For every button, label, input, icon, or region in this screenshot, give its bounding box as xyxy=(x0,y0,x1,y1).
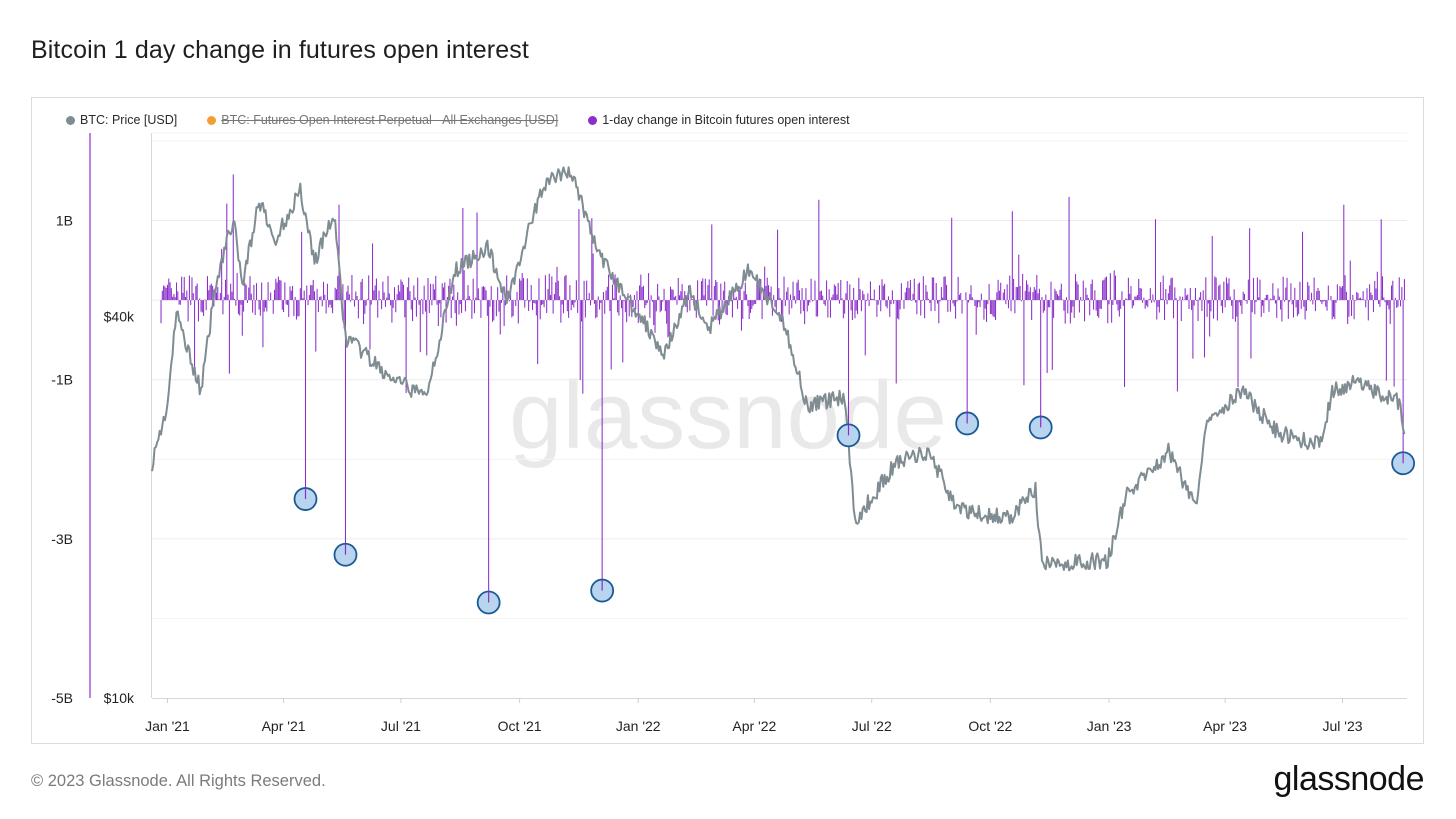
legend-dot-oi-change xyxy=(588,115,598,125)
oi-change-bars xyxy=(160,174,1405,603)
y-left-tick-label: -5B xyxy=(51,690,73,706)
legend-item-price[interactable]: BTC: Price [USD] xyxy=(66,113,177,127)
watermark-text: glassnode xyxy=(509,362,947,469)
glassnode-logo[interactable]: glassnode xyxy=(1273,760,1424,798)
x-tick-label: Jul '22 xyxy=(852,718,892,734)
x-tick-label: Apr '21 xyxy=(262,718,306,734)
legend-label-price: BTC: Price [USD] xyxy=(80,113,178,127)
y-right-tick-label: $10k xyxy=(104,690,135,706)
legend-dot-price xyxy=(66,115,75,125)
y-left-tick-label: -3B xyxy=(51,531,73,547)
x-tick-label: Apr '23 xyxy=(1203,718,1247,734)
legend-item-open-interest[interactable]: BTC: Futures Open Interest Perpetual - A… xyxy=(207,113,558,127)
chart-title: Bitcoin 1 day change in futures open int… xyxy=(31,36,529,64)
btc-price-line xyxy=(151,166,1406,572)
legend-item-oi-change[interactable]: 1-day change in Bitcoin futures open int… xyxy=(588,113,850,127)
x-tick-label: Apr '22 xyxy=(732,718,776,734)
x-tick-label: Jan '21 xyxy=(145,718,190,734)
chart-legend: BTC: Price [USD] BTC: Futures Open Inter… xyxy=(66,113,850,127)
x-tick-label: Jan '22 xyxy=(616,718,661,734)
x-tick-label: Jan '23 xyxy=(1087,718,1132,734)
y-left-tick-label: 1B xyxy=(56,213,73,229)
y-left-tick-label: -1B xyxy=(51,372,73,388)
y-right-tick-label: $40k xyxy=(104,309,135,325)
x-tick-label: Oct '21 xyxy=(498,718,542,734)
legend-label-open-interest: BTC: Futures Open Interest Perpetual - A… xyxy=(221,113,559,127)
legend-label-oi-change: 1-day change in Bitcoin futures open int… xyxy=(602,113,850,127)
legend-dot-open-interest xyxy=(207,115,217,125)
x-tick-label: Jul '23 xyxy=(1322,718,1362,734)
x-tick-label: Oct '22 xyxy=(968,718,1012,734)
copyright-footer: © 2023 Glassnode. All Rights Reserved. xyxy=(31,772,326,790)
x-tick-label: Jul '21 xyxy=(381,718,421,734)
